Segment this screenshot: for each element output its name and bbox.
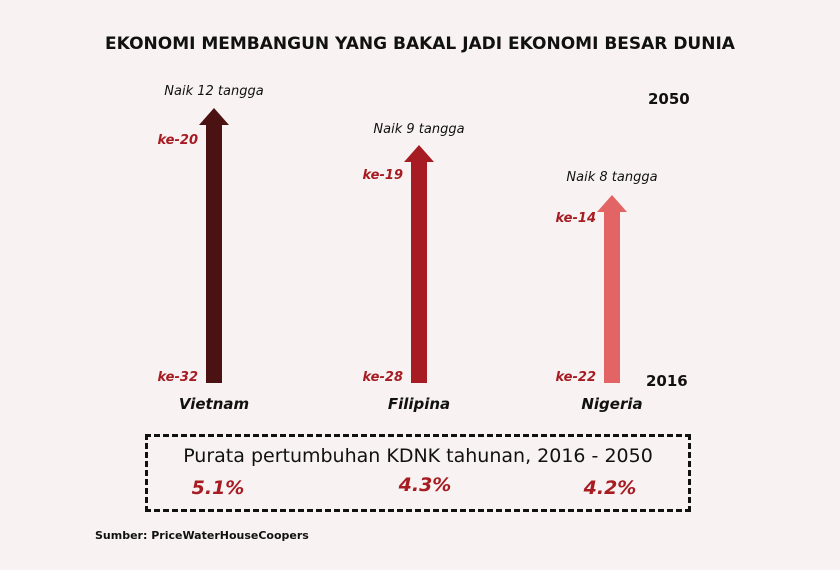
country-label: Vietnam <box>178 395 250 413</box>
arrow-shaft <box>604 211 620 383</box>
rank-2016: ke-22 <box>555 370 597 385</box>
growth-vietnam: 5.1% <box>191 477 245 499</box>
rank-2016: ke-32 <box>157 370 199 385</box>
rank-2016: ke-28 <box>362 370 404 385</box>
rise-label: Naik 12 tangga <box>164 84 264 99</box>
growth-box: Purata pertumbuhan KDNK tahunan, 2016 - … <box>145 434 691 512</box>
arrow-head <box>199 108 229 125</box>
growth-nigeria: 4.2% <box>583 477 637 499</box>
arrow-head <box>597 195 627 212</box>
source-note: Sumber: PriceWaterHouseCoopers <box>95 529 309 542</box>
arrow-filipina <box>404 145 434 383</box>
rise-label: Naik 8 tangga <box>566 170 658 185</box>
rank-2050: ke-20 <box>157 133 199 148</box>
rise-label: Naik 9 tangga <box>373 122 465 137</box>
rank-2050: ke-14 <box>555 211 597 226</box>
arrow-shaft <box>411 161 427 383</box>
arrow-vietnam <box>199 108 229 383</box>
rank-2050: ke-19 <box>362 168 404 183</box>
country-label: Nigeria <box>581 395 643 413</box>
chart-title: EKONOMI MEMBANGUN YANG BAKAL JADI EKONOM… <box>105 34 735 54</box>
year-start-label: 2016 <box>646 372 688 390</box>
arrow-head <box>404 145 434 162</box>
arrow-nigeria <box>597 195 627 383</box>
arrow-shaft <box>206 124 222 383</box>
growth-filipina: 4.3% <box>398 474 452 496</box>
growth-title: Purata pertumbuhan KDNK tahunan, 2016 - … <box>183 445 653 467</box>
year-end-label: 2050 <box>648 90 690 108</box>
country-label: Filipina <box>387 395 451 413</box>
